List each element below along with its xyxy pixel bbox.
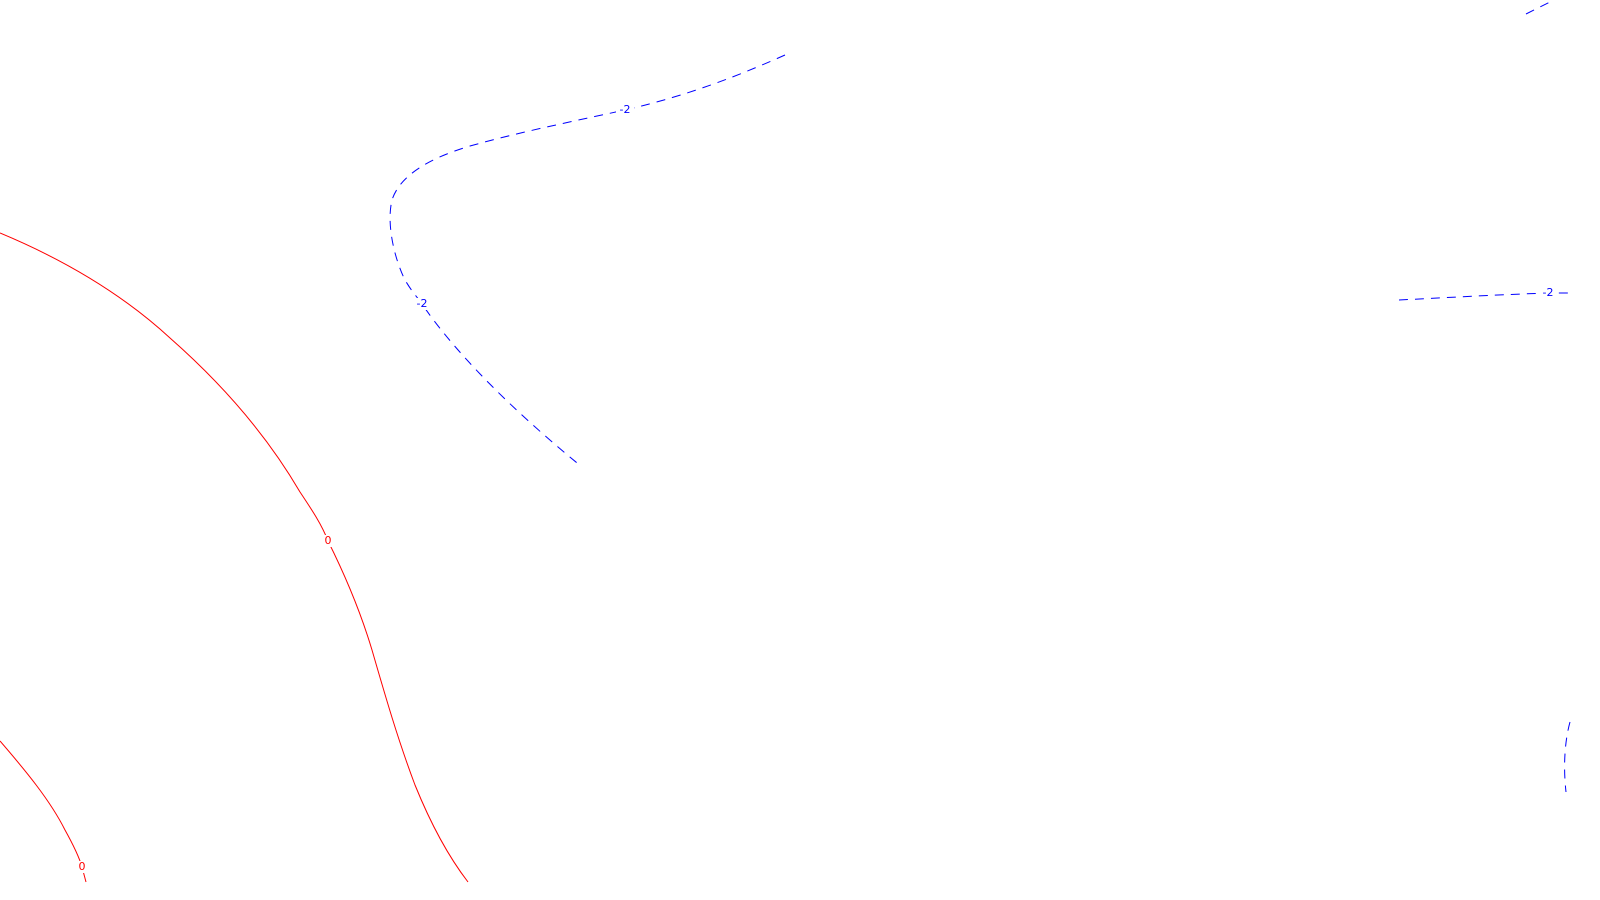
- contour-negative-edge-right: [1564, 721, 1571, 793]
- contour-line: [1564, 721, 1571, 793]
- contour-positive-0-outer: 0: [0, 232, 469, 883]
- contour-negative-2-bend: -2 -2: [389, 54, 786, 468]
- contour-positive-0-inner: 0: [0, 740, 88, 883]
- contour-label: -2: [417, 297, 428, 310]
- contour-label: -2: [620, 103, 631, 116]
- contour-label: 0: [325, 534, 332, 547]
- contour-label-background: [1539, 287, 1557, 299]
- contour-line: [389, 54, 786, 468]
- contour-label-background: [413, 298, 431, 310]
- contour-label-background: [322, 535, 334, 547]
- contour-label-background: [616, 104, 634, 116]
- contour-label: 0: [79, 860, 86, 873]
- contour-label: -2: [1543, 286, 1554, 299]
- contour-label-background: [76, 861, 88, 873]
- contour-negative-2-top-right: [1525, 0, 1555, 15]
- contour-layer: 0 0 -2 -2 -2: [0, 0, 1571, 883]
- contour-line: [0, 740, 87, 883]
- contour-line: [1398, 292, 1570, 301]
- contour-line: [1525, 0, 1555, 15]
- contour-negative-2-right: -2: [1398, 286, 1570, 301]
